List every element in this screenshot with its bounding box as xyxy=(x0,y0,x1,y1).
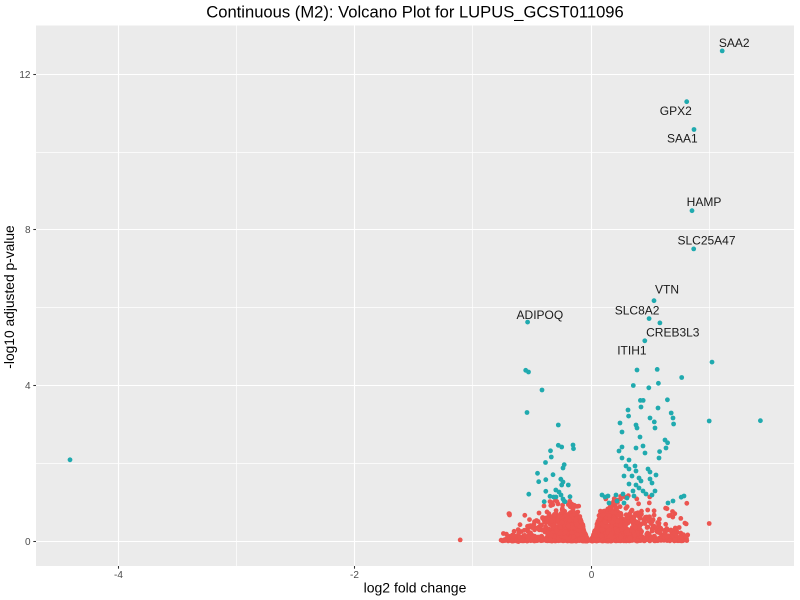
svg-text:8: 8 xyxy=(25,225,31,236)
svg-text:Continuous (M2): Volcano Plot: Continuous (M2): Volcano Plot for LUPUS_… xyxy=(206,3,624,22)
svg-text:CREB3L3: CREB3L3 xyxy=(646,325,700,339)
svg-text:0: 0 xyxy=(25,537,31,548)
svg-text:0: 0 xyxy=(589,570,595,581)
svg-text:SAA2: SAA2 xyxy=(719,36,750,50)
svg-text:-2: -2 xyxy=(350,570,359,581)
svg-text:SLC25A47: SLC25A47 xyxy=(677,233,735,247)
svg-text:GPX2: GPX2 xyxy=(660,104,692,118)
svg-text:SLC8A2: SLC8A2 xyxy=(615,303,660,317)
svg-text:4: 4 xyxy=(25,381,31,392)
svg-text:12: 12 xyxy=(19,70,31,81)
svg-text:-log10 adjusted p-value: -log10 adjusted p-value xyxy=(2,225,17,369)
svg-text:log2 fold change: log2 fold change xyxy=(364,580,467,596)
svg-text:ITIH1: ITIH1 xyxy=(617,344,647,358)
svg-text:-4: -4 xyxy=(114,570,123,581)
svg-text:SAA1: SAA1 xyxy=(667,132,698,146)
svg-text:VTN: VTN xyxy=(655,282,679,296)
svg-text:ADIPOQ: ADIPOQ xyxy=(517,308,564,322)
svg-text:HAMP: HAMP xyxy=(687,195,722,209)
